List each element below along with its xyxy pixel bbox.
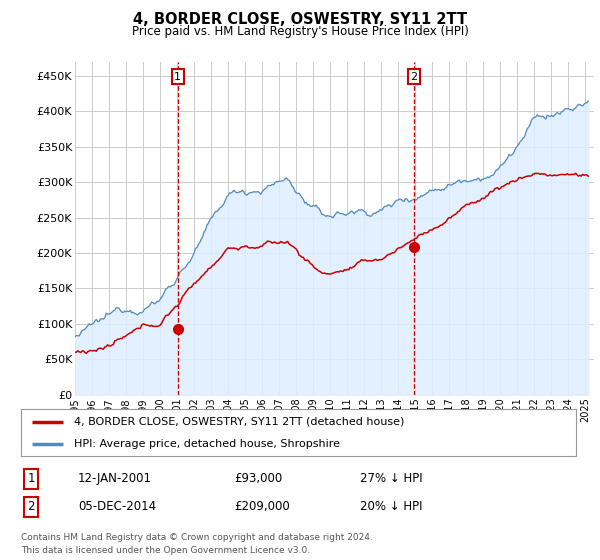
Text: 27% ↓ HPI: 27% ↓ HPI	[360, 472, 422, 486]
Text: £93,000: £93,000	[234, 472, 282, 486]
Text: 1: 1	[28, 472, 35, 486]
Text: 1: 1	[174, 72, 181, 82]
Text: 12-JAN-2001: 12-JAN-2001	[78, 472, 152, 486]
Text: 2: 2	[28, 500, 35, 514]
Text: 2: 2	[410, 72, 418, 82]
Text: Contains HM Land Registry data © Crown copyright and database right 2024.: Contains HM Land Registry data © Crown c…	[21, 533, 373, 542]
Text: HPI: Average price, detached house, Shropshire: HPI: Average price, detached house, Shro…	[74, 438, 340, 449]
Text: 05-DEC-2014: 05-DEC-2014	[78, 500, 156, 514]
Text: 20% ↓ HPI: 20% ↓ HPI	[360, 500, 422, 514]
Text: 4, BORDER CLOSE, OSWESTRY, SY11 2TT (detached house): 4, BORDER CLOSE, OSWESTRY, SY11 2TT (det…	[74, 417, 404, 427]
Text: This data is licensed under the Open Government Licence v3.0.: This data is licensed under the Open Gov…	[21, 546, 310, 555]
Text: Price paid vs. HM Land Registry's House Price Index (HPI): Price paid vs. HM Land Registry's House …	[131, 25, 469, 38]
Text: £209,000: £209,000	[234, 500, 290, 514]
Text: 4, BORDER CLOSE, OSWESTRY, SY11 2TT: 4, BORDER CLOSE, OSWESTRY, SY11 2TT	[133, 12, 467, 27]
